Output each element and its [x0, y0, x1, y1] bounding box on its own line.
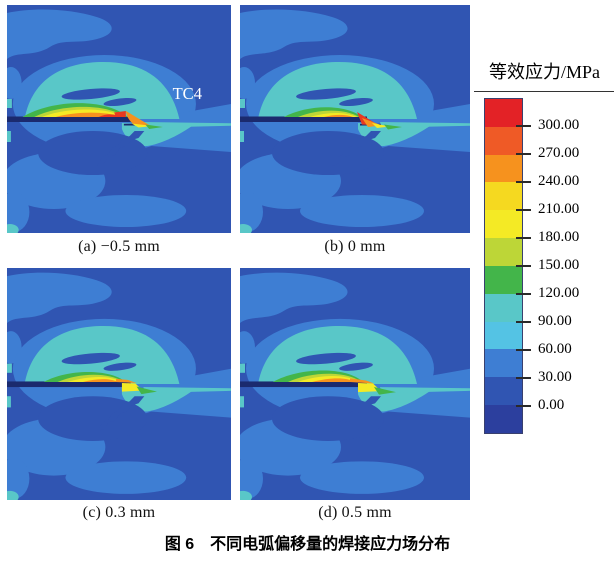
stress-contour-plot-c	[7, 268, 231, 500]
tick-label: 180.00	[538, 229, 580, 246]
colorbar-band	[485, 99, 522, 127]
colorbar-band	[485, 349, 522, 378]
weld-stress-zone-c	[44, 372, 157, 395]
weld-stress-zone-a	[22, 103, 163, 129]
weld-stress-zone-d	[273, 370, 396, 395]
stress-contour-plot-b	[240, 5, 470, 233]
colorbar-band	[485, 182, 522, 211]
panel-label-d: (d) 0.5 mm	[318, 504, 392, 521]
tick-label: 150.00	[538, 257, 580, 274]
weld-stress-zone-b	[284, 107, 402, 130]
legend-divider	[474, 91, 614, 92]
contour-panel-a: TC4	[7, 5, 231, 233]
tick-mark	[516, 209, 531, 211]
tick-label: 300.00	[538, 117, 580, 134]
panel-label-c: (c) 0.3 mm	[82, 504, 156, 521]
tick-label: 90.00	[538, 313, 572, 330]
figure-caption: 图 6 不同电弧偏移量的焊接应力场分布	[164, 536, 451, 553]
panel-label-b: (b) 0 mm	[324, 238, 386, 255]
tick-mark	[516, 153, 531, 155]
colorbar-band	[485, 154, 522, 183]
tick-mark	[516, 321, 531, 323]
colorbar-band	[485, 210, 522, 239]
tick-mark	[516, 349, 531, 351]
tick-label: 30.00	[538, 369, 572, 386]
colorbar	[484, 98, 523, 434]
tick-label: 120.00	[538, 285, 580, 302]
colorbar-legend: 等效应力/MPa 300.00 270.00 240.00 210.00 180.00 1…	[474, 58, 615, 444]
tick-mark	[516, 181, 531, 183]
tick-mark	[516, 405, 531, 407]
material-label: TC4	[173, 84, 203, 103]
contour-panel-b	[240, 5, 470, 233]
colorbar-wrap: 300.00 270.00 240.00 210.00 180.00 150.00 120.…	[474, 98, 615, 444]
colorbar-band	[485, 321, 522, 350]
colorbar-band	[485, 405, 522, 433]
colorbar-band	[485, 377, 522, 406]
contour-panel-c	[7, 268, 231, 500]
colorbar-band	[485, 238, 522, 266]
colorbar-band	[485, 265, 522, 294]
stress-contour-plot-a: TC4	[7, 5, 231, 233]
tick-label: 60.00	[538, 341, 572, 358]
tick-mark	[516, 265, 531, 267]
panel-label-a: (a) −0.5 mm	[78, 238, 160, 255]
stress-contour-plot-d	[240, 268, 470, 500]
contour-panel-d	[240, 268, 470, 500]
tick-mark	[516, 293, 531, 295]
tick-mark	[516, 125, 531, 127]
colorbar-band	[485, 126, 522, 155]
tick-mark	[516, 377, 531, 379]
colorbar-band	[485, 293, 522, 322]
legend-title: 等效应力/MPa	[488, 62, 600, 82]
tick-label: 210.00	[538, 201, 580, 218]
tick-label: 240.00	[538, 173, 580, 190]
tick-label: 0.00	[538, 397, 565, 414]
tick-label: 270.00	[538, 145, 580, 162]
tick-mark	[516, 237, 531, 239]
colorbar-ticks: 300.00 270.00 240.00 210.00 180.00 150.00 120.…	[474, 98, 615, 434]
